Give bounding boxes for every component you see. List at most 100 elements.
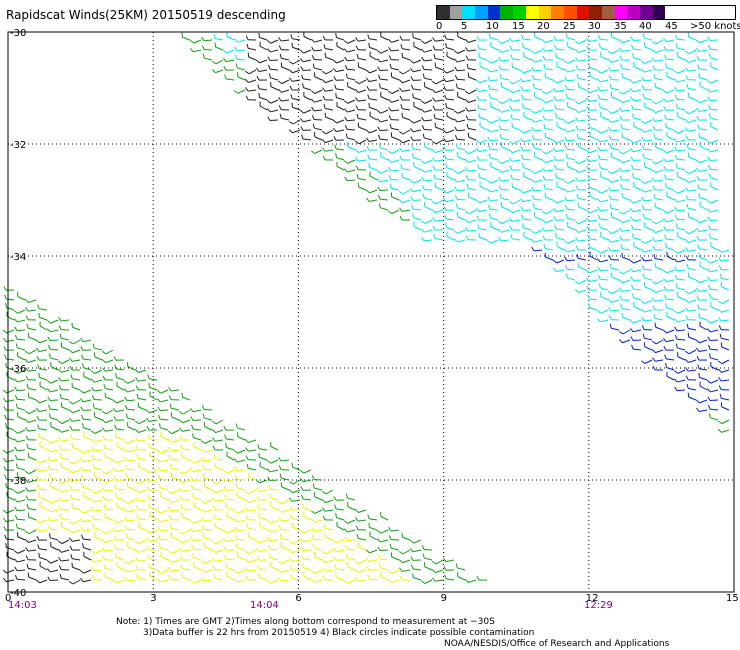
wind-barb: [696, 347, 708, 353]
wind-barb: [596, 138, 609, 143]
wind-barb: [598, 43, 609, 51]
legend-label: >50 knots: [690, 21, 740, 32]
wind-barb: [310, 578, 323, 583]
wind-barb: [542, 115, 554, 121]
wind-barb: [531, 126, 543, 132]
wind-barb: [268, 64, 279, 71]
wind-barb: [69, 399, 81, 405]
wind-barb: [69, 365, 80, 371]
wind-barb: [564, 196, 576, 202]
wind-barb: [35, 579, 48, 584]
wind-barb: [344, 124, 356, 131]
wind-barb: [127, 422, 136, 431]
wind-barb: [706, 79, 719, 84]
wind-barb: [24, 298, 37, 303]
wind-barb: [135, 557, 147, 562]
wind-barb: [685, 367, 697, 372]
wind-barb: [409, 179, 422, 184]
wind-barb: [686, 383, 697, 391]
wind-barb: [57, 548, 70, 553]
legend-label: 5: [461, 21, 468, 32]
wind-barb: [345, 493, 356, 501]
wind-barb: [420, 39, 433, 44]
wind-barb: [684, 118, 697, 123]
wind-barb: [4, 534, 15, 541]
wind-barb: [181, 392, 191, 401]
wind-barb: [390, 72, 400, 81]
wind-barb: [255, 539, 268, 544]
wind-barb: [413, 221, 422, 231]
wind-barb: [244, 78, 257, 83]
wind-barb: [277, 79, 290, 85]
wind-barb: [619, 89, 631, 95]
wind-barb: [291, 462, 301, 471]
wind-barb: [442, 77, 455, 83]
wind-barb: [387, 578, 400, 583]
wind-barb: [310, 149, 323, 154]
wind-barb: [69, 425, 80, 431]
wind-barb: [36, 355, 48, 361]
wind-barb: [695, 39, 708, 44]
wind-barb: [289, 497, 301, 502]
wind-barb: [464, 98, 477, 103]
wind-barb: [641, 76, 653, 82]
wind-barb: [708, 113, 719, 121]
wind-barb: [380, 92, 389, 101]
wind-barb: [266, 108, 279, 113]
wind-barb: [497, 99, 510, 105]
wind-barb: [486, 59, 499, 64]
wind-barb: [453, 178, 466, 183]
wind-barb: [577, 142, 587, 151]
wind-barb: [442, 69, 455, 74]
wind-barb: [299, 529, 312, 534]
wind-barb: [586, 277, 598, 283]
wind-barb: [345, 133, 356, 141]
wind-barb: [124, 456, 136, 462]
wind-barb: [706, 208, 719, 213]
wind-barb: [157, 406, 169, 412]
wind-barb: [508, 89, 521, 94]
wind-barb: [511, 122, 521, 131]
wind-barb: [156, 449, 169, 454]
legend-swatch: [500, 6, 514, 19]
wind-barb: [511, 182, 521, 191]
wind-barb: [607, 298, 620, 303]
wind-barb: [464, 158, 477, 163]
wind-barb: [179, 409, 191, 415]
wind-barb: [675, 163, 686, 171]
wind-barb: [696, 355, 708, 361]
wind-barb: [666, 131, 675, 141]
wind-barb: [57, 539, 70, 545]
wind-barb: [708, 404, 719, 411]
wind-barb: [156, 509, 169, 514]
wind-barb: [618, 99, 631, 104]
wind-barb: [310, 89, 323, 94]
wind-barb: [699, 261, 708, 271]
wind-barb: [453, 58, 466, 63]
wind-barb: [357, 542, 367, 551]
wind-barb: [576, 193, 587, 201]
wind-barb: [596, 318, 609, 323]
wind-barb: [666, 311, 675, 321]
wind-barb: [530, 169, 543, 174]
legend-swatch: [576, 6, 590, 19]
wind-barb: [24, 358, 37, 363]
wind-barb: [432, 577, 444, 582]
wind-barb: [200, 508, 213, 513]
wind-barb: [533, 92, 543, 101]
wind-barb: [234, 54, 246, 61]
wind-barb: [609, 143, 620, 151]
wind-barb: [629, 268, 642, 273]
wind-barb: [332, 59, 345, 64]
wind-barb: [214, 42, 224, 51]
wind-barb: [575, 279, 587, 285]
wind-barb: [301, 74, 312, 81]
wind-barb: [26, 563, 37, 571]
wind-barb: [677, 352, 686, 361]
wind-barb: [519, 138, 532, 143]
wind-barb: [687, 392, 697, 401]
wind-barb: [409, 68, 422, 73]
wind-barb: [203, 542, 213, 551]
wind-barb: [345, 73, 356, 81]
wind-barb: [91, 515, 103, 521]
